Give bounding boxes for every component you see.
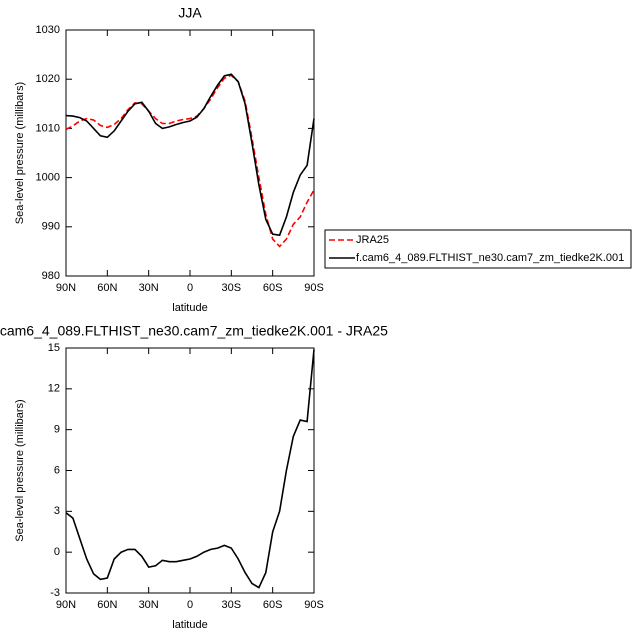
x-tick-label: 0 xyxy=(187,599,193,611)
y-tick-label: -3 xyxy=(50,587,60,599)
x-tick-label: 30N xyxy=(139,282,159,294)
y-axis-label: Sea-level pressure (millibars) xyxy=(14,82,26,224)
y-tick-label: 980 xyxy=(42,270,60,282)
y-tick-label: 1030 xyxy=(36,24,60,36)
chart-title: f.cam6_4_089.FLTHIST_ne30.cam7_zm_tiedke… xyxy=(0,323,388,339)
legend-box xyxy=(324,229,632,269)
y-tick-label: 0 xyxy=(54,546,60,558)
x-tick-label: 60S xyxy=(263,282,283,294)
y-tick-label: 9 xyxy=(54,424,60,436)
chart-title: JJA xyxy=(178,5,202,21)
legend-label: JRA25 xyxy=(356,234,389,246)
y-tick-label: 15 xyxy=(48,342,60,354)
x-tick-label: 60N xyxy=(97,599,117,611)
x-tick-label: 30N xyxy=(139,599,159,611)
y-tick-label: 1020 xyxy=(36,73,60,85)
y-tick-label: 1000 xyxy=(36,172,60,184)
x-tick-label: 90N xyxy=(56,282,76,294)
plot-frame xyxy=(65,29,315,277)
x-tick-label: 30S xyxy=(222,282,242,294)
y-tick-label: 990 xyxy=(42,221,60,233)
x-tick-label: 30S xyxy=(222,599,242,611)
y-tick-label: 3 xyxy=(54,505,60,517)
y-axis-label: Sea-level pressure (millibars) xyxy=(14,399,26,541)
x-tick-label: 90S xyxy=(304,599,324,611)
series-line xyxy=(65,349,315,589)
x-tick-label: 60N xyxy=(97,282,117,294)
y-tick-label: 6 xyxy=(54,464,60,476)
x-axis-label: latitude xyxy=(172,619,207,631)
y-tick-label: 12 xyxy=(48,383,60,395)
x-tick-label: 0 xyxy=(187,282,193,294)
plot-frame xyxy=(65,347,315,594)
legend-label: f.cam6_4_089.FLTHIST_ne30.cam7_zm_tiedke… xyxy=(356,252,624,264)
x-axis-label: latitude xyxy=(172,302,207,314)
series-line xyxy=(65,73,315,237)
y-tick-label: 1010 xyxy=(36,122,60,134)
series-line xyxy=(65,74,315,248)
x-tick-label: 60S xyxy=(263,599,283,611)
x-tick-label: 90N xyxy=(56,599,76,611)
x-tick-label: 90S xyxy=(304,282,324,294)
